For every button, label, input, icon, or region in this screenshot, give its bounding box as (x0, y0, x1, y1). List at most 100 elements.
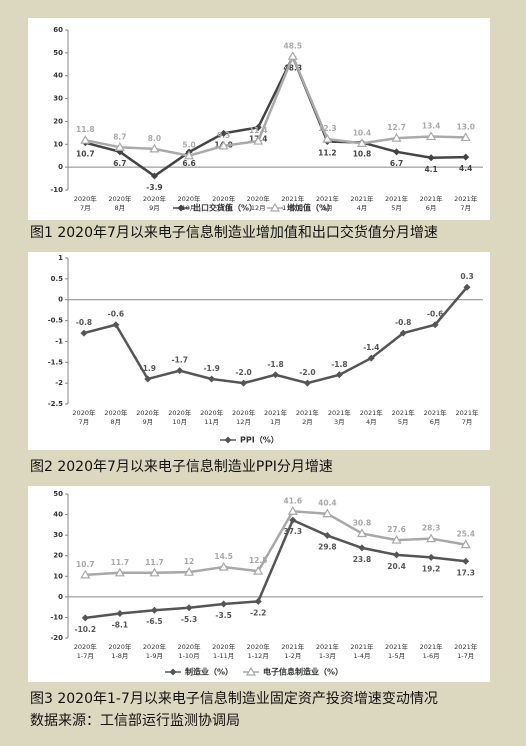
x-tick-label: 2020年 11月 (200, 409, 224, 426)
data-point (356, 138, 367, 147)
data-label: 40.4 (318, 499, 337, 508)
y-tick-label: 40 (53, 72, 63, 80)
data-point (287, 51, 298, 60)
x-tick-label: 2021年 3月 (327, 409, 351, 426)
data-label: -8.1 (112, 621, 128, 630)
x-tick-label: 2021年 1－2月 (281, 195, 305, 212)
data-point (80, 134, 91, 144)
data-label: -0.8 (395, 318, 411, 327)
data-point (367, 354, 375, 362)
chart: -20 -10 0 10 20 30 40 50 -10.2 -8.1 -6.5 -5.3 -3.5 -2… (50, 490, 483, 677)
data-label: 48.3 (284, 64, 303, 73)
data-point (208, 375, 216, 383)
y-tick-label: 0 (58, 296, 63, 304)
legend-label: 增加值（%） (287, 203, 335, 213)
data-point (356, 528, 367, 538)
y-tick-label: 50 (53, 490, 63, 498)
data-point (169, 668, 177, 676)
data-point (116, 610, 124, 618)
data-point (253, 565, 264, 575)
y-tick-label: -1 (55, 337, 63, 345)
x-tick-label: 2020年 8月 (108, 195, 132, 212)
x-tick-label: 2021年 1-6月 (419, 643, 443, 660)
x-tick-label: 2021年 2月 (295, 409, 319, 426)
data-label: 17.3 (456, 568, 475, 577)
data-label: 0.3 (460, 272, 473, 281)
y-tick-label: -0.5 (48, 317, 63, 325)
data-label: 20.4 (387, 562, 406, 571)
data-point (427, 154, 435, 162)
chart-panel: -10010203040506010.76.7-3.96.614.817.448… (28, 18, 490, 220)
data-point (218, 140, 229, 150)
data-point (149, 567, 160, 577)
data-point (253, 135, 264, 145)
data-label: 37.3 (284, 527, 303, 536)
y-tick-label: 10 (53, 572, 63, 580)
data-label: 4.4 (459, 164, 472, 173)
data-point (289, 516, 297, 524)
data-label: 12 (184, 557, 194, 566)
data-point (114, 142, 125, 151)
data-label: 14.5 (214, 552, 233, 561)
data-label: 41.6 (284, 496, 303, 505)
data-label: -2.2 (250, 608, 266, 617)
x-tick-label: 2021年 4月 (359, 409, 383, 426)
data-label: 10.7 (76, 560, 95, 569)
data-label: -0.8 (76, 318, 92, 327)
chart: -2.5 -2 -1.5 -1 -0.5 0 0.5 1 -0.8 -0.6 -1.9 -1.7 -1.… (48, 254, 483, 445)
data-point (144, 375, 152, 383)
data-label: -6.5 (146, 617, 162, 626)
data-label: 10.8 (353, 149, 372, 158)
x-tick-label: 2021年 7月 (454, 195, 478, 212)
data-label: 5.0 (182, 141, 195, 150)
data-point (272, 371, 279, 379)
y-tick-label: 60 (53, 26, 63, 34)
data-label: -3.9 (146, 183, 162, 192)
legend-label: 出口交货值（%） (193, 203, 257, 213)
data-point (460, 539, 471, 549)
data-label: 8.0 (148, 134, 161, 143)
data-label: -1.7 (172, 356, 188, 365)
y-tick-label: 30 (53, 95, 63, 103)
data-label: 25.4 (456, 530, 475, 539)
legend-label: 电子信息制造业（%） (263, 667, 343, 677)
series-line (85, 509, 466, 577)
data-label: -2.0 (235, 368, 251, 377)
data-point (220, 600, 228, 608)
data-point (114, 567, 125, 577)
data-point (177, 204, 185, 212)
chart-caption: 图3 2020年1-7月以来电子信息制造业固定资产投资增速变动情况 (30, 691, 438, 707)
data-point (112, 321, 120, 329)
chart-panel: -2.5 -2 -1.5 -1 -0.5 0 0.5 1 -0.8 -0.6 -1.9 -1.7 -1.… (28, 252, 490, 450)
data-point (184, 566, 195, 576)
data-label: 28.3 (422, 524, 441, 533)
y-tick-label: 20 (53, 552, 63, 560)
data-label: 6.7 (113, 159, 126, 168)
data-label: 11.2 (318, 149, 337, 158)
data-label: 11.7 (111, 558, 130, 567)
data-point (269, 202, 281, 212)
x-tick-label: 2020年 1-10月 (177, 643, 201, 660)
data-label: 6.6 (182, 159, 195, 168)
data-point (462, 153, 470, 161)
series-line (84, 53, 466, 178)
y-tick-label: 20 (53, 117, 63, 125)
x-tick-label: 2020年 7月 (72, 409, 96, 426)
data-label: -1.4 (363, 343, 379, 352)
data-label: -1.8 (331, 360, 347, 369)
x-tick-label: 2020年 9月 (136, 409, 160, 426)
data-point (80, 329, 88, 337)
data-label: 6.7 (390, 159, 403, 168)
x-tick-label: 2021年 6月 (423, 409, 447, 426)
data-point (393, 148, 401, 156)
y-tick-label: -2 (55, 379, 63, 387)
y-tick-label: 40 (53, 511, 63, 519)
series-line (85, 518, 466, 620)
data-point (303, 379, 311, 387)
x-tick-label: 2020年 1-9月 (142, 643, 166, 660)
series-line (85, 53, 466, 157)
data-label: 27.6 (387, 525, 406, 534)
y-tick-label: -10 (50, 613, 63, 621)
data-point (150, 606, 158, 614)
x-tick-label: 2021年 4月 (350, 195, 374, 212)
